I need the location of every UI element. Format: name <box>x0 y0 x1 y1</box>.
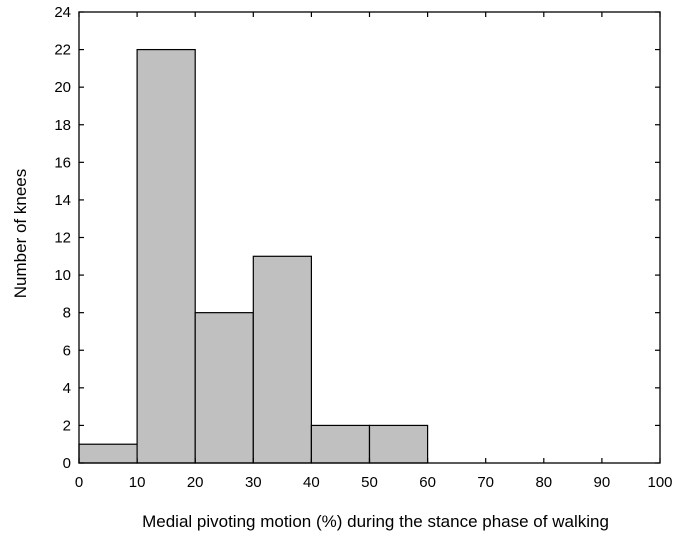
bars-layer <box>78 48 429 464</box>
y-tick-label-16: 16 <box>54 154 71 171</box>
y-tick-label-24: 24 <box>54 4 71 21</box>
y-tick-label-14: 14 <box>54 192 71 209</box>
x-tick-label-20: 20 <box>187 474 204 491</box>
histogram-bar-40-50 <box>310 424 371 464</box>
y-tick-label-22: 22 <box>54 42 71 59</box>
y-tick-label-12: 12 <box>54 230 71 247</box>
y-tick-label-4: 4 <box>63 380 71 397</box>
y-tick-label-6: 6 <box>63 342 71 359</box>
x-tick-label-100: 100 <box>647 474 672 491</box>
histogram-bar-50-60 <box>368 424 429 464</box>
histogram-bar-30-40 <box>252 255 313 464</box>
x-tick-label-70: 70 <box>477 474 494 491</box>
y-tick-label-2: 2 <box>63 417 71 434</box>
y-tick-label-8: 8 <box>63 305 71 322</box>
x-tick-label-10: 10 <box>129 474 146 491</box>
y-tick-label-20: 20 <box>54 79 71 96</box>
x-tick-label-50: 50 <box>361 474 378 491</box>
y-tick-label-0: 0 <box>63 455 71 472</box>
y-tick-label-10: 10 <box>54 267 71 284</box>
x-tick-label-30: 30 <box>245 474 262 491</box>
plot-frame <box>78 11 661 464</box>
histogram-bar-10-20 <box>136 48 196 464</box>
tick-labels-layer: 0 10 20 30 40 50 60 70 80 90 100024681012141618202… <box>54 4 672 491</box>
histogram-bar-20-30 <box>194 312 254 464</box>
x-tick-label-0: 0 <box>75 474 83 491</box>
y-axis-title: Number of knees <box>11 169 30 298</box>
y-tick-label-18: 18 <box>54 117 71 134</box>
x-axis-title: Medial pivoting motion (%) during the st… <box>142 512 609 531</box>
x-tick-label-60: 60 <box>419 474 436 491</box>
x-tick-label-80: 80 <box>535 474 552 491</box>
x-tick-label-90: 90 <box>594 474 611 491</box>
histogram-bar-0-10 <box>78 443 138 464</box>
x-tick-label-40: 40 <box>303 474 320 491</box>
